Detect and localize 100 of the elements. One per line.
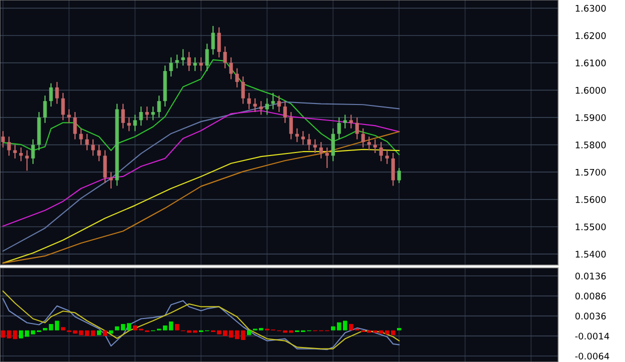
candlestick [199, 56, 203, 72]
candlestick [175, 54, 179, 69]
candlestick [169, 56, 173, 78]
y-tick-label: 1.5700 [576, 168, 606, 176]
candlestick [139, 106, 143, 126]
bar [384, 330, 390, 334]
bar [366, 330, 372, 333]
candlestick [379, 142, 383, 162]
candlestick [337, 116, 341, 140]
bar [102, 330, 108, 336]
bar [336, 322, 342, 330]
bar [282, 330, 288, 333]
bar [84, 330, 90, 336]
line-series [2, 101, 400, 252]
bar [42, 328, 48, 330]
candlestick [241, 76, 245, 104]
bar [54, 320, 60, 330]
candlestick [127, 116, 131, 132]
bar [348, 324, 354, 330]
bar [234, 330, 240, 340]
line-series [2, 110, 400, 227]
candlestick [265, 98, 269, 116]
y-tick-label: 1.5600 [576, 196, 606, 203]
candlestick [313, 138, 317, 154]
candlestick [295, 128, 299, 143]
candlestick [13, 144, 17, 159]
y-tick-label: 1.6300 [576, 4, 606, 12]
candlestick [73, 111, 77, 140]
bar [288, 330, 294, 333]
candlestick [343, 114, 347, 129]
candlestick [25, 150, 29, 172]
candlestick [145, 106, 149, 121]
bar [132, 326, 138, 330]
candlestick [277, 95, 281, 113]
bar [372, 330, 378, 333]
bar [30, 330, 36, 334]
candlestick [361, 128, 365, 148]
y-tick-label: 1.5400 [576, 250, 606, 258]
candlestick [397, 167, 401, 184]
bar [396, 328, 402, 330]
bar [222, 330, 228, 336]
bar [258, 328, 264, 330]
candlestick [385, 150, 389, 164]
candlestick [91, 138, 95, 156]
candlestick [283, 100, 287, 124]
candlestick [373, 138, 377, 154]
candlestick [31, 138, 35, 164]
y-tick-label: 1.6000 [576, 86, 606, 94]
candlestick [217, 26, 221, 58]
bar [120, 324, 126, 330]
candlestick [61, 92, 65, 121]
candlestick [223, 46, 227, 69]
bar [192, 330, 198, 333]
candlestick [319, 142, 323, 159]
candlestick [205, 43, 209, 72]
candlestick [43, 95, 47, 124]
y-tick-label: 1.5800 [576, 142, 606, 148]
candlestick [229, 56, 233, 80]
candlestick [211, 25, 215, 56]
bar [174, 324, 180, 330]
candlestick [301, 130, 305, 146]
candlestick [103, 150, 107, 184]
candlestick [325, 146, 329, 169]
candlestick [289, 111, 293, 140]
candlestick [181, 48, 185, 66]
candlestick [235, 68, 239, 88]
candlestick [355, 116, 359, 140]
bar [0, 330, 6, 338]
candlestick [307, 133, 311, 151]
y-tick-label: -0.0014 [575, 332, 610, 340]
bar [240, 330, 246, 340]
candlestick [97, 144, 101, 162]
candlestick [121, 103, 125, 129]
bar [162, 326, 168, 330]
bar [126, 323, 132, 330]
candlestick [151, 106, 155, 121]
y-tick-label: 1.6100 [576, 60, 606, 66]
bar [12, 330, 18, 340]
candlestick [391, 152, 395, 186]
bar [114, 326, 120, 330]
candlestick [271, 92, 275, 110]
y-tick-label: 0.0036 [575, 312, 606, 320]
bar [330, 326, 336, 330]
y-tick-label: 1.5500 [576, 223, 606, 230]
candlestick [187, 51, 191, 72]
candlestick [19, 146, 23, 162]
candlestick [247, 92, 251, 110]
candlestick [349, 114, 353, 129]
candlestick [331, 128, 335, 162]
bar [186, 330, 192, 333]
bar [342, 320, 348, 330]
bar [48, 324, 54, 330]
bar [90, 330, 96, 336]
y-tick-label: 0.0086 [575, 292, 606, 300]
candlestick [7, 136, 11, 156]
y-tick-label: 1.6200 [576, 32, 606, 40]
y-tick-label: 1.5900 [576, 114, 606, 122]
candlestick [367, 136, 371, 151]
candlestick [133, 114, 137, 132]
y-tick-label: 0.0136 [575, 272, 606, 280]
